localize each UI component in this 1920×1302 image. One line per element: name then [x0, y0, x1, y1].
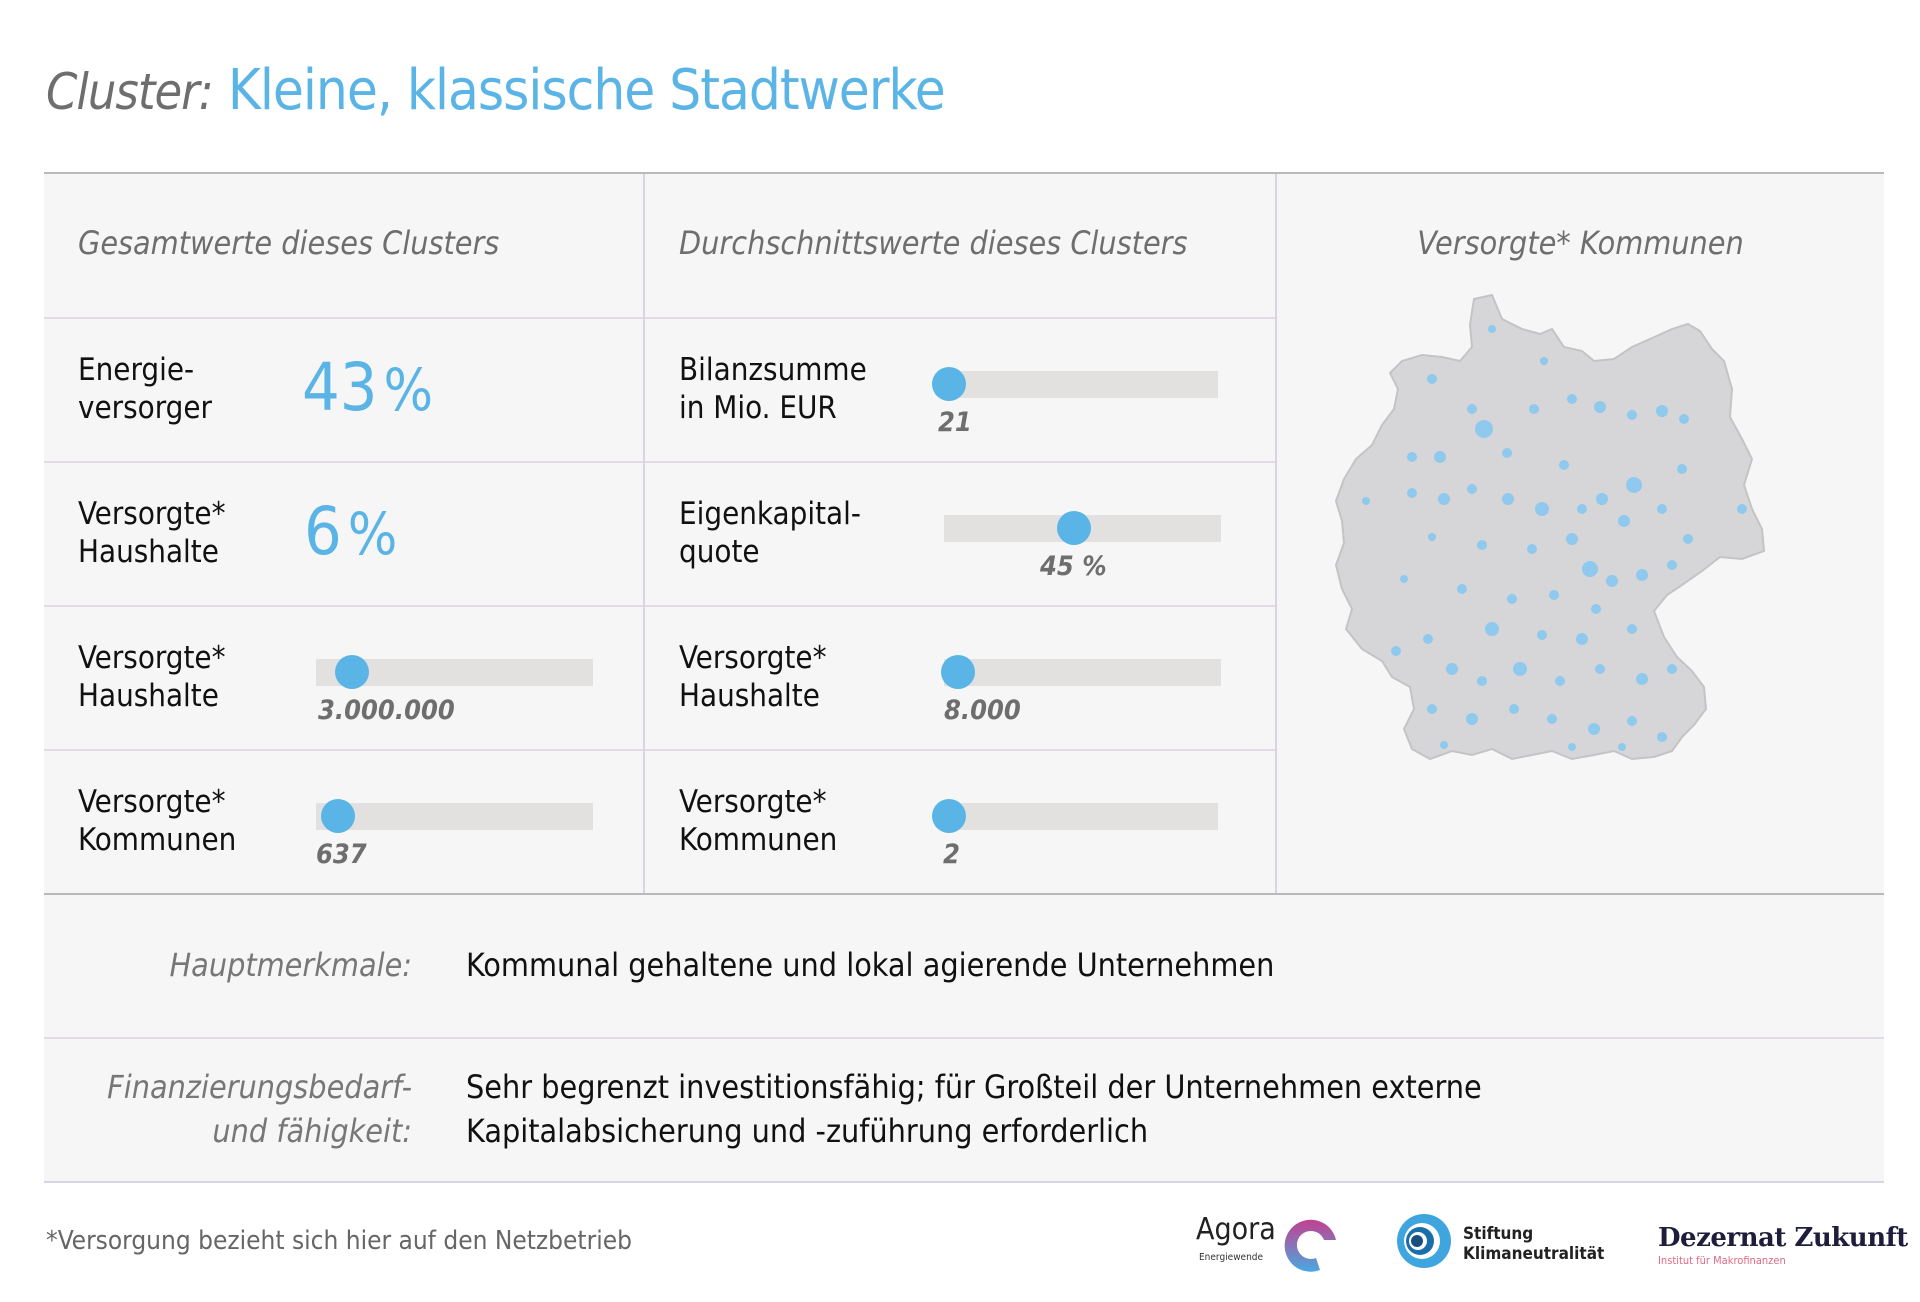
value-unit: % [383, 356, 434, 424]
slider-knob [335, 655, 369, 689]
feature-row-hauptmerkmale: Hauptmerkmale: Kommunal gehaltene und lo… [44, 895, 1884, 1039]
row-label: Versorgte* Haushalte [78, 640, 226, 714]
totals-row-haushalte-pct: Versorgte* Haushalte 6% [44, 463, 643, 607]
stiftung-name: Stiftung Klimaneutralität [1463, 1224, 1605, 1264]
feature-key: Finanzierungsbedarf- und fähigkeit: [107, 1068, 412, 1150]
germany-map [1334, 293, 1766, 761]
row-label: Versorgte* Haushalte [78, 496, 226, 570]
page-title: Cluster: Kleine, klassische Stadtwerke [46, 56, 946, 127]
dezernat-logo: Dezernat Zukunft Institut für Makrofinan… [1658, 1223, 1908, 1273]
slider-knob [932, 367, 967, 401]
slider-knob [1057, 511, 1092, 545]
totals-row-haushalte: Versorgte* Haushalte 3.000.000 [44, 607, 643, 751]
germany-outline [1334, 293, 1766, 761]
value-slider-track [944, 511, 1221, 545]
feature-row-finanzierung: Finanzierungsbedarf- und fähigkeit: Sehr… [44, 1039, 1884, 1181]
agora-name: Agora [1196, 1212, 1276, 1247]
served-municipalities [1362, 325, 1747, 751]
slider-knob [321, 799, 356, 833]
slider-value: 637 [316, 839, 367, 870]
footnote: *Versorgung bezieht sich hier auf den Ne… [46, 1226, 632, 1256]
feature-value: Sehr begrenzt investitionsfähig; für Gro… [466, 1068, 1482, 1150]
totals-heading: Gesamtwerte dieses Clusters [44, 174, 643, 319]
slider-knob [940, 655, 975, 689]
averages-heading: Durchschnittswerte dieses Clusters [645, 174, 1275, 319]
averages-row-haushalte: Versorgte* Haushalte 8.000 [645, 607, 1275, 751]
slider-value: 8.000 [944, 695, 1021, 726]
slider-value: 3.000.000 [318, 695, 455, 726]
features-panel: Hauptmerkmale: Kommunal gehaltene und lo… [44, 893, 1884, 1183]
slider-value: 45 % [1040, 551, 1107, 582]
agora-sub: Energiewende [1199, 1252, 1264, 1263]
value-slider-track [316, 799, 593, 833]
value-number: 6 [304, 493, 342, 570]
big-value: 43% [302, 353, 433, 425]
averages-column: Durchschnittswerte dieses Clusters Bilan… [645, 174, 1277, 893]
totals-row-energieversorger: Energie- versorger 43% [44, 319, 643, 463]
cluster-panel: Gesamtwerte dieses Clusters Energie- ver… [44, 172, 1884, 893]
feature-value: Kommunal gehaltene und lokal agierende U… [466, 946, 1275, 984]
map-heading-text: Versorgte* Kommunen [1417, 224, 1744, 262]
value-slider-track [932, 367, 1218, 401]
value-slider-track [940, 655, 1221, 689]
averages-row-kommunen: Versorgte* Kommunen 2 [645, 751, 1275, 893]
title-prefix: Cluster: [46, 63, 214, 121]
averages-row-bilanzsumme: Bilanzsumme in Mio. EUR 21 [645, 319, 1275, 463]
feature-key: Hauptmerkmale: [169, 946, 412, 984]
dezernat-name: Dezernat Zukunft [1658, 1223, 1908, 1253]
row-label: Versorgte* Kommunen [78, 784, 237, 858]
stiftung-logo: Stiftung Klimaneutralität [1395, 1212, 1605, 1272]
averages-row-eigenkapitalquote: Eigenkapital- quote 45 % [645, 463, 1275, 607]
value-unit: % [347, 500, 398, 568]
row-label: Eigenkapital- quote [679, 496, 861, 570]
agora-c-icon [1284, 1219, 1336, 1272]
averages-heading-text: Durchschnittswerte dieses Clusters [679, 224, 1188, 262]
big-value: 6% [304, 497, 397, 569]
agora-logo: Agora Energiewende [1196, 1212, 1346, 1277]
dezernat-sub: Institut für Makrofinanzen [1658, 1254, 1786, 1267]
value-number: 43 [302, 349, 378, 426]
totals-column: Gesamtwerte dieses Clusters Energie- ver… [44, 174, 645, 893]
value-slider-track [932, 799, 1218, 833]
slider-knob [932, 799, 967, 833]
row-label: Versorgte* Kommunen [679, 784, 838, 858]
totals-heading-text: Gesamtwerte dieses Clusters [78, 224, 500, 262]
map-column: Versorgte* Kommunen [1277, 174, 1884, 893]
row-label: Energie- versorger [78, 352, 212, 426]
title-main: Kleine, klassische Stadtwerke [227, 58, 946, 123]
slider-value: 2 [943, 839, 960, 870]
value-slider-track [316, 655, 593, 689]
totals-row-kommunen: Versorgte* Kommunen 637 [44, 751, 643, 893]
row-label: Versorgte* Haushalte [679, 640, 827, 714]
row-label: Bilanzsumme in Mio. EUR [679, 352, 867, 426]
slider-value: 21 [938, 407, 972, 438]
map-heading: Versorgte* Kommunen [1277, 174, 1884, 317]
stiftung-spiral-icon [1397, 1214, 1451, 1268]
